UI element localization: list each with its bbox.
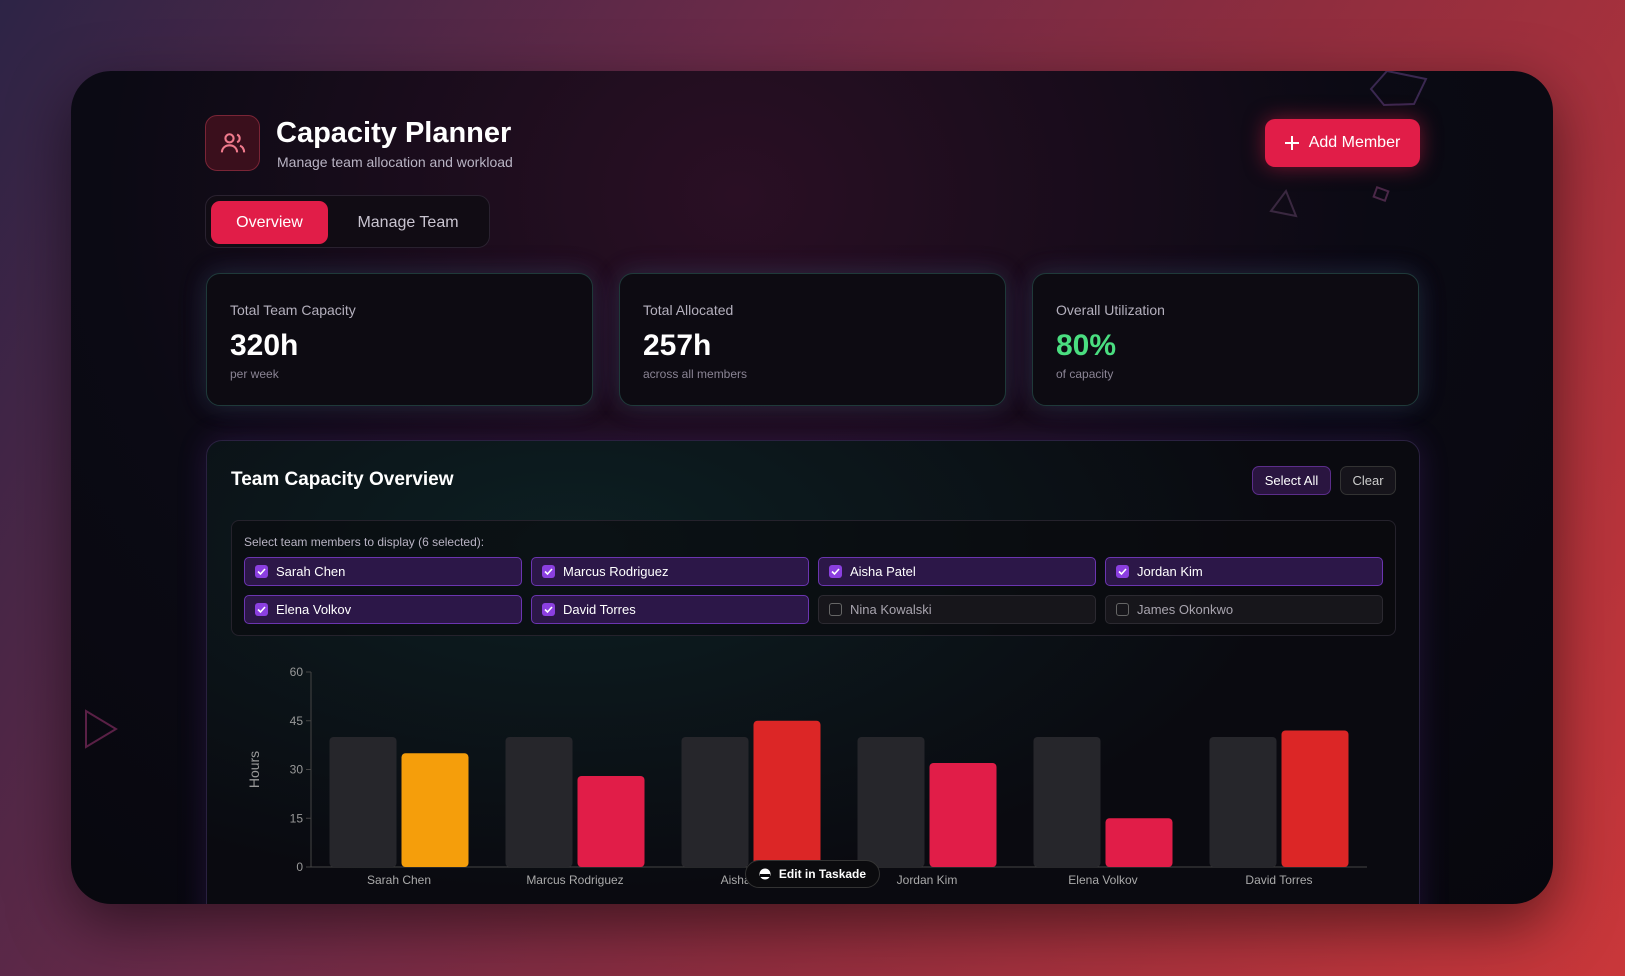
- checkbox: [1116, 565, 1129, 578]
- member-name: Nina Kowalski: [850, 602, 932, 617]
- member-checkbox[interactable]: Elena Volkov: [244, 595, 522, 624]
- y-tick-label: 30: [290, 763, 304, 777]
- member-checkbox[interactable]: Marcus Rodriguez: [531, 557, 809, 586]
- app-window: Capacity Planner Manage team allocation …: [71, 71, 1553, 904]
- stat-value: 257h: [643, 329, 712, 362]
- x-tick-label: Sarah Chen: [367, 873, 431, 887]
- y-tick-label: 0: [296, 860, 303, 874]
- member-name: David Torres: [563, 602, 636, 617]
- bar: [577, 776, 645, 867]
- add-member-button[interactable]: Add Member: [1265, 119, 1420, 167]
- badge-icon: [759, 868, 771, 880]
- clear-button[interactable]: Clear: [1340, 466, 1396, 495]
- member-name: Elena Volkov: [276, 602, 352, 617]
- bar: [753, 720, 821, 867]
- stat-label: Overall Utilization: [1056, 302, 1165, 318]
- checkbox: [829, 603, 842, 616]
- tab[interactable]: Manage Team: [357, 213, 459, 231]
- member-selector: Select team members to display (6 select…: [231, 520, 1396, 636]
- x-tick-label: David Torres: [1245, 873, 1312, 887]
- x-tick-label: Marcus Rodriguez: [526, 873, 623, 887]
- stat-label: Total Team Capacity: [230, 302, 356, 318]
- plus-icon: [1284, 136, 1299, 150]
- bar: [1033, 737, 1101, 867]
- checkbox: [1116, 603, 1129, 616]
- member-name: Sarah Chen: [276, 564, 346, 579]
- selector-label: Select team members to display (6 select…: [244, 535, 485, 549]
- stat-value: 80%: [1056, 329, 1117, 362]
- check-mark: [257, 606, 266, 614]
- x-tick-label: Jordan Kim: [897, 873, 958, 887]
- member-checkbox[interactable]: Aisha Patel: [818, 557, 1096, 586]
- bar: [681, 737, 749, 867]
- member-name: Jordan Kim: [1137, 564, 1203, 579]
- check-mark: [257, 568, 266, 576]
- app-subtitle: Manage team allocation and workload: [277, 154, 513, 170]
- y-tick-label: 15: [290, 811, 304, 825]
- badge-label: Edit in Taskade: [778, 867, 867, 881]
- member-checkbox[interactable]: Nina Kowalski: [818, 595, 1096, 624]
- bar: [505, 737, 573, 867]
- bar: [1281, 730, 1349, 867]
- checkbox: [255, 565, 268, 578]
- bar: [929, 763, 997, 867]
- stat-label: Total Allocated: [643, 302, 734, 318]
- bar: [1209, 737, 1277, 867]
- app-title: Capacity Planner: [276, 117, 512, 149]
- y-tick-label: 45: [290, 714, 304, 728]
- tab-bar: Overview Manage Team: [205, 195, 490, 248]
- checkbox: [542, 603, 555, 616]
- member-checkbox[interactable]: Sarah Chen: [244, 557, 522, 586]
- checkbox: [829, 565, 842, 578]
- stat-note: per week: [230, 367, 279, 381]
- member-name: James Okonkwo: [1137, 602, 1234, 617]
- check-mark: [1118, 568, 1127, 576]
- overview-panel: Team Capacity Overview Select All Clear …: [206, 440, 1420, 904]
- check-mark: [831, 568, 840, 576]
- tab[interactable]: Overview: [211, 201, 328, 244]
- bar: [857, 737, 925, 867]
- y-tick-label: 60: [290, 665, 304, 679]
- checkbox: [542, 565, 555, 578]
- edit-badge[interactable]: Edit in Taskade: [745, 860, 880, 888]
- select-all-button[interactable]: Select All: [1252, 466, 1331, 495]
- stat-value: 320h: [230, 329, 299, 362]
- chart: Hours 0 15 30 45 60 Sarah Chen Marcus Rodriguez…: [246, 665, 1367, 887]
- member-checkbox[interactable]: David Torres: [531, 595, 809, 624]
- member-checkbox[interactable]: James Okonkwo: [1105, 595, 1383, 624]
- member-name: Marcus Rodriguez: [563, 564, 669, 579]
- bar: [329, 737, 397, 867]
- member-checkbox[interactable]: Jordan Kim: [1105, 557, 1383, 586]
- checkbox: [255, 603, 268, 616]
- bar: [1105, 818, 1173, 867]
- decoration: [85, 71, 1428, 749]
- bar: [401, 753, 469, 867]
- app-icon: [205, 115, 260, 171]
- check-mark: [544, 606, 553, 614]
- y-axis-title: Hours: [246, 751, 262, 788]
- stat-card: Overall Utilization 80% of capacity: [1032, 273, 1419, 406]
- stat-note: of capacity: [1056, 367, 1114, 381]
- button-label: Add Member: [1308, 134, 1401, 151]
- stat-note: across all members: [643, 367, 748, 381]
- stat-card: Total Allocated 257h across all members: [619, 273, 1006, 406]
- panel-title: Team Capacity Overview: [231, 469, 454, 490]
- member-name: Aisha Patel: [850, 564, 916, 579]
- check-mark: [544, 568, 553, 576]
- stat-card: Total Team Capacity 320h per week: [206, 273, 593, 406]
- x-tick-label: Elena Volkov: [1068, 873, 1137, 887]
